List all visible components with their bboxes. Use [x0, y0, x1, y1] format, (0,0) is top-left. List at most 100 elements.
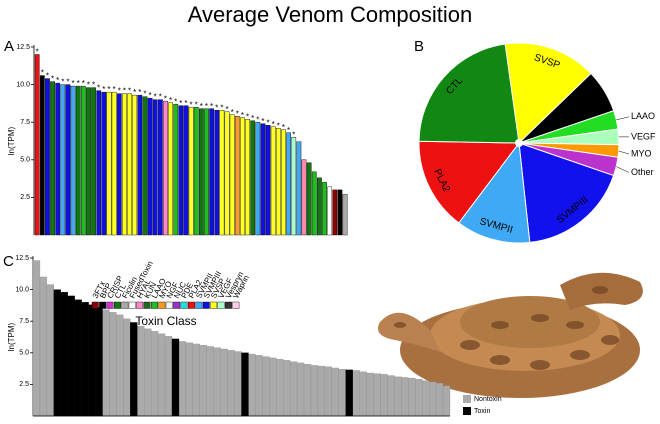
slice-label: LAAO [631, 111, 655, 121]
significance-marker: * [82, 79, 85, 88]
figure-title: Average Venom Composition [188, 2, 473, 27]
bar [401, 377, 409, 417]
bar [102, 309, 110, 417]
legend-swatch [106, 301, 114, 309]
bar [60, 291, 68, 417]
bar [116, 93, 122, 236]
bar [331, 367, 339, 417]
bar [157, 333, 166, 417]
significance-marker: * [41, 69, 44, 78]
bar [74, 299, 82, 417]
legend-swatch [150, 301, 158, 309]
bar [198, 108, 204, 236]
significance-marker: * [154, 93, 157, 102]
bar [220, 348, 228, 417]
significance-marker: * [92, 81, 95, 90]
y-axis-label: ln(TPM) [7, 126, 16, 155]
bar [122, 93, 127, 236]
bar [241, 352, 249, 417]
bar [428, 381, 437, 417]
significance-marker: * [36, 48, 39, 57]
bar [178, 341, 187, 417]
bar [157, 99, 163, 236]
bar [142, 96, 148, 236]
legend-swatch [195, 301, 203, 309]
bar [199, 345, 207, 417]
pie-slice [458, 141, 531, 244]
bar [193, 106, 199, 236]
significance-marker: * [174, 97, 177, 106]
bar [34, 54, 40, 236]
y-tick-label: 10.0 [15, 286, 29, 293]
bar [204, 108, 209, 236]
legend-swatch [136, 301, 144, 309]
bar [50, 81, 55, 236]
legend-swatch [143, 301, 151, 309]
bar [192, 343, 200, 417]
bar [352, 370, 360, 417]
significance-marker: * [66, 78, 69, 87]
bar [415, 379, 423, 417]
bar [296, 141, 302, 236]
bar [248, 353, 256, 417]
bar [332, 189, 338, 236]
significance-marker: * [102, 85, 105, 94]
bar [255, 355, 263, 417]
legend-swatch [463, 407, 471, 415]
y-tick-label: 10.0 [16, 81, 30, 88]
bar [324, 366, 332, 417]
bar [88, 304, 96, 417]
bar [234, 115, 240, 236]
significance-marker: * [133, 88, 136, 97]
significance-marker: * [77, 79, 80, 88]
bar [270, 126, 276, 236]
bar [81, 302, 89, 417]
bar [317, 365, 326, 417]
legend-title: Toxin Class [135, 314, 196, 328]
significance-marker: * [123, 87, 126, 96]
bar [234, 351, 242, 417]
bar [380, 374, 388, 417]
bar [178, 105, 184, 236]
bar [342, 194, 348, 236]
bar [275, 128, 281, 236]
bar [147, 97, 153, 236]
pie-slice [518, 142, 615, 243]
bar [227, 350, 235, 417]
legend-swatch [99, 301, 107, 309]
y-tick-label: 7.5 [20, 119, 30, 126]
bar [262, 356, 270, 417]
bar [387, 375, 395, 417]
bar [317, 177, 322, 236]
y-tick-label: 12.5 [16, 44, 30, 51]
legend-label: Toxin [474, 408, 490, 415]
significance-marker: * [46, 72, 49, 81]
legend-swatch [91, 301, 99, 309]
significance-marker: * [241, 111, 244, 120]
significance-marker: * [148, 91, 151, 100]
bar [209, 108, 215, 236]
y-tick-label: 5.0 [20, 157, 30, 164]
significance-marker: * [236, 109, 239, 118]
significance-marker: * [113, 85, 116, 94]
bar [91, 87, 97, 236]
significance-marker: * [107, 85, 110, 94]
leader-line [618, 150, 630, 155]
bar [45, 78, 50, 236]
bar [366, 372, 374, 417]
legend-swatch [165, 301, 173, 309]
leader-line [616, 166, 630, 173]
legend-swatch [121, 301, 129, 309]
bar [303, 364, 312, 417]
significance-marker: * [292, 130, 295, 139]
bar [265, 125, 271, 236]
pie-slice [418, 140, 520, 224]
bar [70, 85, 76, 236]
bar [164, 336, 173, 417]
significance-marker: * [272, 120, 275, 129]
legend-label: Nontoxin [474, 396, 502, 403]
bar [106, 91, 112, 236]
legend-swatch [180, 301, 188, 309]
bar [337, 189, 343, 236]
